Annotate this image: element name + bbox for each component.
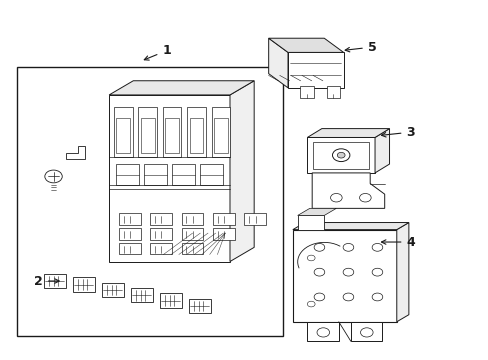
Circle shape xyxy=(343,268,353,276)
Bar xyxy=(172,164,195,185)
Bar xyxy=(138,107,157,157)
Circle shape xyxy=(313,243,324,251)
Bar xyxy=(150,228,172,239)
Bar xyxy=(181,213,203,225)
Circle shape xyxy=(330,193,342,202)
Bar xyxy=(213,213,234,225)
Bar xyxy=(119,243,140,255)
Bar xyxy=(150,243,172,255)
Circle shape xyxy=(307,301,314,307)
Polygon shape xyxy=(307,129,389,138)
Polygon shape xyxy=(396,222,408,322)
Text: 4: 4 xyxy=(381,235,414,248)
Polygon shape xyxy=(287,53,343,88)
Polygon shape xyxy=(374,129,389,173)
Polygon shape xyxy=(268,38,343,53)
Bar xyxy=(181,243,203,255)
Bar xyxy=(300,86,313,98)
Bar xyxy=(165,118,179,153)
Circle shape xyxy=(371,268,382,276)
Bar xyxy=(114,107,132,157)
Bar xyxy=(102,283,123,297)
Bar xyxy=(189,118,203,153)
Polygon shape xyxy=(307,138,374,173)
Circle shape xyxy=(343,243,353,251)
Bar xyxy=(307,322,338,341)
Bar xyxy=(150,213,172,225)
Circle shape xyxy=(371,293,382,301)
Bar xyxy=(350,322,382,341)
Bar xyxy=(116,118,130,153)
Text: 5: 5 xyxy=(345,41,376,54)
Bar xyxy=(326,86,340,98)
Circle shape xyxy=(343,293,353,301)
Polygon shape xyxy=(65,146,85,159)
Bar xyxy=(211,107,230,157)
Bar xyxy=(44,274,65,288)
Polygon shape xyxy=(297,208,336,215)
Circle shape xyxy=(337,152,345,158)
Circle shape xyxy=(360,328,372,337)
Polygon shape xyxy=(109,95,229,261)
Bar xyxy=(213,228,234,239)
Bar xyxy=(244,213,265,225)
Circle shape xyxy=(307,255,314,261)
Polygon shape xyxy=(297,215,324,230)
Polygon shape xyxy=(292,222,408,230)
Bar xyxy=(119,228,140,239)
Text: 3: 3 xyxy=(381,126,414,139)
Bar xyxy=(144,164,167,185)
Bar xyxy=(119,213,140,225)
Circle shape xyxy=(45,170,62,183)
Bar xyxy=(181,228,203,239)
Polygon shape xyxy=(292,230,396,322)
Polygon shape xyxy=(268,38,287,88)
Circle shape xyxy=(359,193,370,202)
Polygon shape xyxy=(311,173,384,208)
Polygon shape xyxy=(109,81,254,95)
Bar xyxy=(187,107,205,157)
Circle shape xyxy=(332,149,349,162)
Bar xyxy=(116,164,139,185)
Bar xyxy=(163,107,181,157)
Bar xyxy=(188,299,210,313)
Circle shape xyxy=(316,328,329,337)
Text: 2: 2 xyxy=(34,275,59,288)
Bar xyxy=(214,118,227,153)
Polygon shape xyxy=(312,142,368,168)
Polygon shape xyxy=(229,81,254,261)
Bar xyxy=(141,118,154,153)
Circle shape xyxy=(313,293,324,301)
Circle shape xyxy=(371,243,382,251)
Text: 1: 1 xyxy=(144,44,171,60)
Circle shape xyxy=(313,268,324,276)
Bar xyxy=(131,288,152,302)
Bar xyxy=(200,164,223,185)
Bar xyxy=(160,293,181,307)
Bar xyxy=(73,278,95,292)
Bar xyxy=(17,67,283,336)
